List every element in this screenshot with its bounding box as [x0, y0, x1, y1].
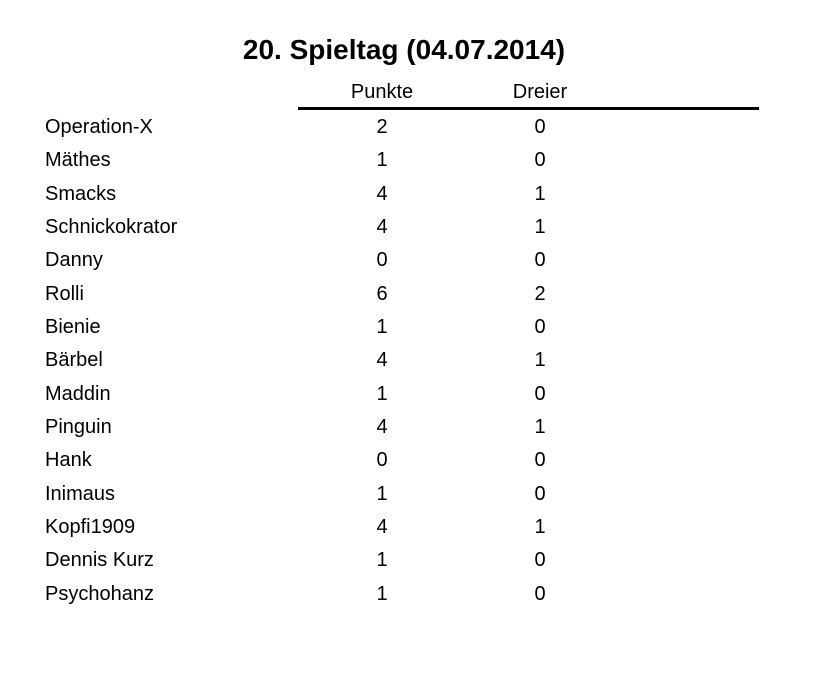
dreier-value: 1 [534, 182, 546, 205]
punkte-value: 1 [376, 582, 388, 605]
dreier-value: 0 [534, 149, 546, 172]
player-name: Schnickokrator [45, 215, 178, 238]
punkte-value: 1 [376, 382, 388, 405]
dreier-value: 2 [534, 282, 546, 305]
punkte-value: 1 [376, 149, 388, 172]
table-row: Smacks 4 1 [45, 178, 616, 211]
table-row: Hank 0 0 [45, 444, 616, 477]
player-name: Operation-X [45, 116, 153, 138]
table-row: Inimaus 1 0 [45, 478, 616, 511]
punkte-value: 4 [376, 182, 388, 205]
dreier-value: 1 [534, 515, 546, 538]
player-name: Rolli [45, 282, 84, 305]
table-row: Danny 0 0 [45, 244, 616, 277]
punkte-value: 6 [376, 282, 388, 305]
dreier-value: 0 [534, 549, 546, 572]
dreier-value: 1 [534, 215, 546, 238]
table-row: Maddin 1 0 [45, 378, 616, 411]
player-name: Psychohanz [45, 582, 154, 605]
punkte-value: 4 [376, 349, 388, 372]
punkte-value: 2 [376, 116, 388, 138]
player-name: Inimaus [45, 482, 116, 505]
dreier-value: 0 [534, 116, 546, 138]
table-row: Bienie 1 0 [45, 311, 616, 344]
punkte-value: 1 [376, 315, 388, 338]
table-body: Operation-X 2 0 Mäthes 1 0 Smacks 4 1 Sc… [45, 111, 616, 611]
punkte-value: 0 [376, 249, 388, 272]
punkte-value: 1 [376, 549, 388, 572]
player-name: Mäthes [45, 149, 111, 172]
table-row: Bärbel 4 1 [45, 344, 616, 377]
player-name: Smacks [45, 182, 117, 205]
player-name: Pinguin [45, 415, 112, 438]
table-row: Mäthes 1 0 [45, 144, 616, 177]
player-name: Bärbel [45, 349, 103, 372]
page-title: 20. Spieltag (04.07.2014) [242, 34, 566, 65]
table-row: Pinguin 4 1 [45, 411, 616, 444]
table-row: Schnickokrator 4 1 [45, 211, 616, 244]
header-name-spacer [45, 79, 300, 105]
dreier-value: 0 [534, 482, 546, 505]
dreier-value: 0 [534, 382, 546, 405]
punkte-value: 4 [376, 215, 388, 238]
table-header-row: Punkte Dreier [45, 79, 616, 105]
dreier-value: 0 [534, 582, 546, 605]
punkte-value: 4 [376, 515, 388, 538]
player-name: Hank [45, 449, 92, 472]
punkte-value: 1 [376, 482, 388, 505]
player-name: Bienie [45, 315, 101, 338]
column-header-punkte: Punkte [350, 81, 414, 103]
table-row: Rolli 6 2 [45, 278, 616, 311]
table-row: Kopfi1909 4 1 [45, 511, 616, 544]
player-name: Kopfi1909 [45, 515, 136, 538]
dreier-value: 0 [534, 449, 546, 472]
dreier-value: 0 [534, 315, 546, 338]
header-divider-line [298, 107, 759, 110]
dreier-value: 1 [534, 349, 546, 372]
table-row: Operation-X 2 0 [45, 111, 616, 144]
table-row: Psychohanz 1 0 [45, 578, 616, 611]
player-name: Dennis Kurz [45, 549, 154, 572]
punkte-value: 0 [376, 449, 388, 472]
column-header-dreier: Dreier [512, 81, 568, 103]
player-name: Maddin [45, 382, 111, 405]
dreier-value: 0 [534, 249, 546, 272]
table-row: Dennis Kurz 1 0 [45, 544, 616, 577]
dreier-value: 1 [534, 415, 546, 438]
player-name: Danny [45, 249, 103, 272]
punkte-value: 4 [376, 415, 388, 438]
